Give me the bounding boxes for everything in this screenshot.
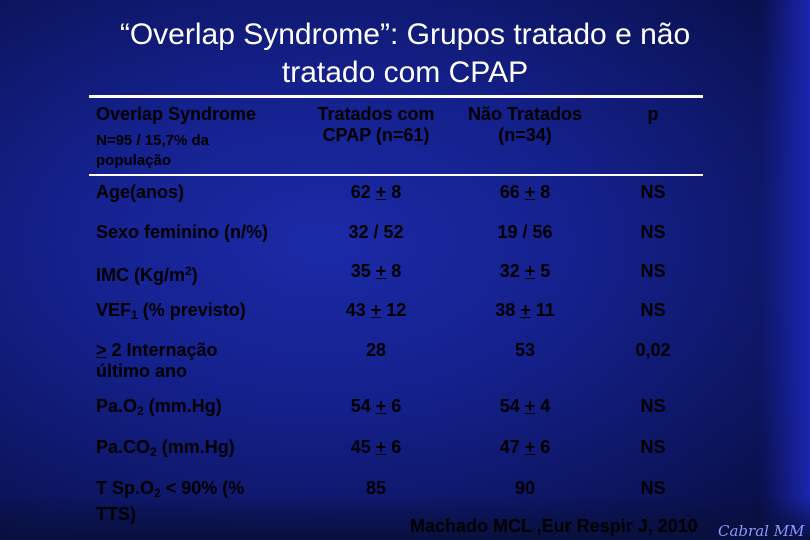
row-tspo2-untreated: 90 <box>514 478 536 498</box>
header-overlap-syndrome: Overlap Syndrome <box>96 104 257 124</box>
bottom-shade <box>0 496 810 540</box>
row-sex-p: NS <box>640 222 666 242</box>
row-paco2-untreated: 47 + 6 <box>499 437 551 457</box>
row-tspo2-treated: 85 <box>365 478 387 498</box>
row-bmi-untreated: 32 + 5 <box>499 261 551 281</box>
row-label-hospitalization: > 2 Internação último ano <box>96 340 218 381</box>
row-fev1-treated: 43 + 12 <box>345 300 407 320</box>
row-label-pao2: Pa.O2 (mm.Hg) <box>96 396 222 418</box>
row-label-bmi: IMC (Kg/m2) <box>96 264 198 285</box>
row-label-paco2: Pa.CO2 (mm.Hg) <box>96 437 235 459</box>
row-age-untreated: 66 + 8 <box>499 182 551 202</box>
slide-title: “Overlap Syndrome”: Grupos tratado e não… <box>40 16 770 92</box>
row-age-treated: 62 + 8 <box>350 182 402 202</box>
row-label-fev1: VEF1 (% previsto) <box>96 300 246 322</box>
row-label-sex: Sexo feminino (n/%) <box>96 222 269 242</box>
row-label-age: Age(anos) <box>96 182 185 202</box>
row-pao2-p: NS <box>640 396 666 416</box>
row-bmi-p: NS <box>640 261 666 281</box>
row-bmi-treated: 35 + 8 <box>350 261 402 281</box>
slide-title-line1: “Overlap Syndrome”: Grupos tratado e não <box>119 18 691 51</box>
right-edge-accent <box>760 0 810 540</box>
row-paco2-treated: 45 + 6 <box>350 437 402 457</box>
table-top-rule <box>89 95 703 98</box>
citation: Machado MCL ,Eur Respir J, 2010 <box>410 516 698 536</box>
row-pao2-untreated: 54 + 4 <box>499 396 551 416</box>
row-sex-treated: 32 / 52 <box>348 222 404 242</box>
row-hospitalization-p: 0,02 <box>635 340 671 360</box>
row-fev1-untreated: 38 + 11 <box>495 300 555 320</box>
row-sex-untreated: 19 / 56 <box>497 222 553 242</box>
header-treated: Tratados com CPAP (n=61) <box>317 104 435 145</box>
row-label-tspo2: T Sp.O2 < 90% (% TTS) <box>96 478 245 524</box>
author-signature: Cabral MM <box>718 522 805 540</box>
header-bottom-rule <box>89 174 703 176</box>
row-age-p: NS <box>640 182 666 202</box>
header-untreated: Não Tratados (n=34) <box>467 104 583 145</box>
header-population: N=95 / 15,7% da população <box>96 132 209 169</box>
header-p: p <box>647 104 659 124</box>
row-fev1-p: NS <box>640 300 666 320</box>
row-tspo2-p: NS <box>640 478 666 498</box>
slide-title-line2: tratado com CPAP <box>281 56 529 89</box>
row-hospitalization-treated: 28 <box>365 340 387 360</box>
row-paco2-p: NS <box>640 437 666 457</box>
row-pao2-treated: 54 + 6 <box>350 396 402 416</box>
row-hospitalization-untreated: 53 <box>514 340 536 360</box>
